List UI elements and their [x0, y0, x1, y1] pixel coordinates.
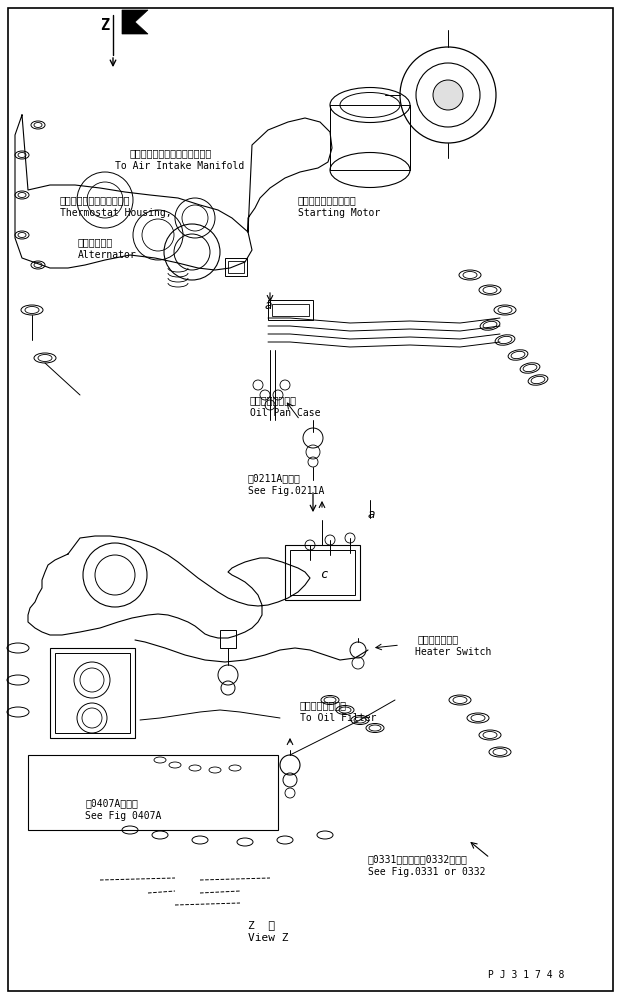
Text: サーモスタットハウジング: サーモスタットハウジング [60, 195, 130, 205]
Text: a: a [368, 508, 376, 521]
Bar [55, 653, 130, 733]
Text: View Z: View Z [248, 933, 289, 943]
Bar [290, 550, 355, 595]
Text: 第0407A図参照: 第0407A図参照 [85, 798, 138, 808]
Bar [330, 105, 410, 170]
Text: Alternator: Alternator [78, 250, 137, 260]
Text: See Fig.0331 or 0332: See Fig.0331 or 0332 [368, 867, 486, 877]
Text: To Oil Filter: To Oil Filter [300, 713, 376, 723]
Text: オルタネータ: オルタネータ [78, 237, 113, 247]
Bar [268, 300, 313, 320]
Text: 第0331図または第0332図参照: 第0331図または第0332図参照 [368, 854, 468, 864]
Text: Z: Z [100, 18, 109, 33]
Text: c: c [320, 568, 327, 581]
Polygon shape [122, 10, 148, 34]
Bar [50, 648, 135, 738]
Text: Z  視: Z 視 [248, 920, 275, 930]
Bar [28, 755, 278, 830]
Text: オイルパンケース: オイルパンケース [250, 395, 297, 405]
Text: See Fig.0211A: See Fig.0211A [248, 486, 324, 496]
Text: a: a [265, 299, 273, 312]
Text: ヒータスイッチ: ヒータスイッチ [418, 634, 459, 644]
Bar [285, 545, 360, 600]
Text: 第0211A図参照: 第0211A図参照 [248, 473, 301, 483]
Text: オイルフィルタへ: オイルフィルタへ [300, 700, 347, 710]
Text: P J 3 1 7 4 8: P J 3 1 7 4 8 [488, 970, 564, 980]
Bar [272, 304, 309, 316]
Circle shape [433, 80, 463, 110]
Bar [225, 258, 247, 276]
Text: エアーインテークマニホルドへ: エアーインテークマニホルドへ [130, 148, 212, 158]
Text: Thermostat Housing,: Thermostat Housing, [60, 208, 171, 218]
Bar [228, 261, 244, 273]
Text: Heater Switch: Heater Switch [415, 647, 491, 657]
Text: スターティングモータ: スターティングモータ [298, 195, 356, 205]
Bar [220, 630, 236, 648]
Text: See Fig 0407A: See Fig 0407A [85, 811, 161, 821]
Text: Starting Motor: Starting Motor [298, 208, 380, 218]
Text: Oil Pan Case: Oil Pan Case [250, 408, 320, 418]
Text: To Air Intake Manifold: To Air Intake Manifold [115, 161, 244, 171]
